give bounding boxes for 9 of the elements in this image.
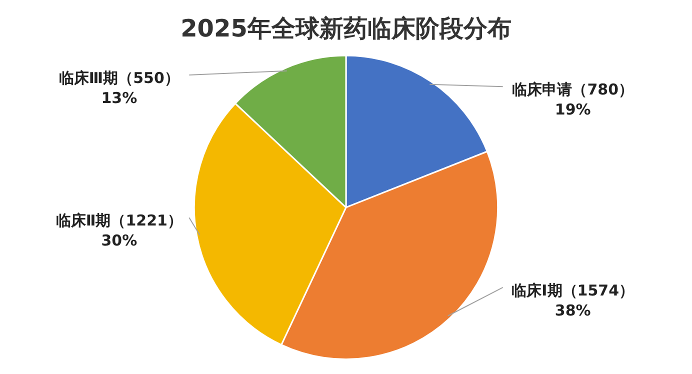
slice-label: 临床Ⅱ期（1221）: [56, 211, 182, 230]
data-label: 30%: [101, 231, 138, 250]
chart-title: 2025年全球新药临床阶段分布: [180, 14, 512, 43]
slice-label: 临床Ⅲ期（550）: [58, 68, 180, 87]
data-label: 38%: [554, 301, 591, 320]
slice-label: 临床申请（780）: [512, 80, 634, 99]
data-label: 13%: [101, 88, 138, 107]
slice-label: 临床Ⅰ期（1574）: [512, 281, 634, 300]
data-label: 19%: [554, 100, 591, 119]
